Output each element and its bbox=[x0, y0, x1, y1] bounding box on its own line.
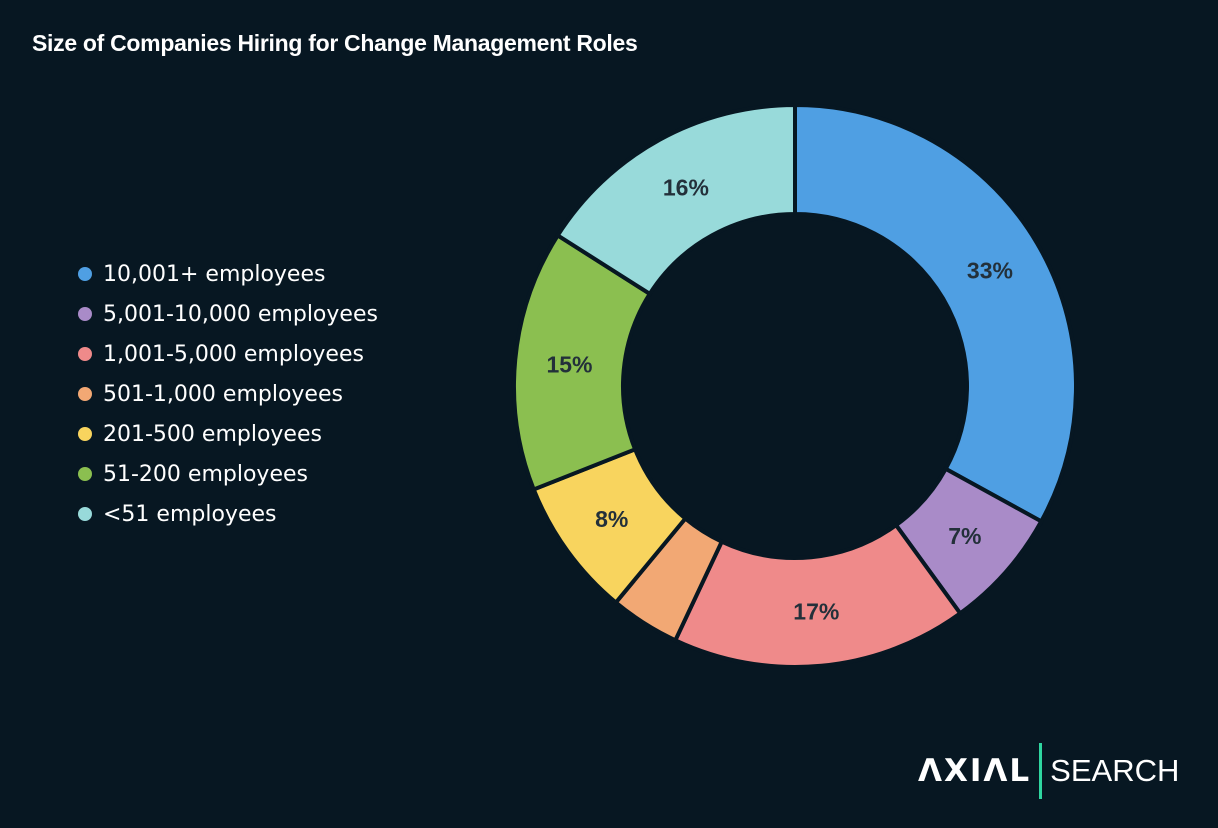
legend-marker bbox=[78, 467, 92, 481]
data-label: 33% bbox=[967, 258, 1013, 284]
legend-marker bbox=[78, 307, 92, 321]
legend-item[interactable]: 10,001+ employees bbox=[78, 254, 378, 294]
legend-marker bbox=[78, 267, 92, 281]
legend-marker bbox=[78, 347, 92, 361]
legend-marker bbox=[78, 427, 92, 441]
data-label: 8% bbox=[595, 506, 628, 532]
legend-item[interactable]: <51 employees bbox=[78, 494, 378, 534]
axial-search-logo: ΛXIΛL SEARCH bbox=[918, 743, 1179, 799]
data-label: 15% bbox=[546, 352, 592, 378]
data-label: 7% bbox=[948, 523, 981, 549]
logo-search: SEARCH bbox=[1050, 753, 1180, 788]
legend-label: 1,001-5,000 employees bbox=[103, 341, 364, 367]
slice-7[interactable] bbox=[554, 102, 797, 297]
legend-label: 5,001-10,000 employees bbox=[103, 301, 378, 327]
legend-label: 10,001+ employees bbox=[103, 261, 326, 287]
legend-label: <51 employees bbox=[103, 501, 277, 527]
legend-label: 201-500 employees bbox=[103, 421, 322, 447]
data-label: 17% bbox=[793, 598, 839, 624]
logo-divider bbox=[1039, 743, 1043, 799]
logo-axial: ΛXIΛL bbox=[918, 753, 1032, 789]
slice-3[interactable] bbox=[672, 522, 963, 669]
legend-label: 51-200 employees bbox=[103, 461, 308, 487]
legend-marker bbox=[78, 507, 92, 521]
legend: 10,001+ employees 5,001-10,000 employees 1… bbox=[78, 254, 378, 534]
chart-title: Size of Companies Hiring for Change Mana… bbox=[32, 30, 638, 56]
slice-1[interactable] bbox=[793, 102, 1078, 525]
legend-item[interactable]: 201-500 employees bbox=[78, 414, 378, 454]
legend-item[interactable]: 5,001-10,000 employees bbox=[78, 294, 378, 334]
legend-marker bbox=[78, 387, 92, 401]
legend-item[interactable]: 501-1,000 employees bbox=[78, 374, 378, 414]
data-label: 16% bbox=[663, 175, 709, 201]
legend-item[interactable]: 51-200 employees bbox=[78, 454, 378, 494]
legend-label: 501-1,000 employees bbox=[103, 381, 343, 407]
legend-item[interactable]: 1,001-5,000 employees bbox=[78, 334, 378, 374]
